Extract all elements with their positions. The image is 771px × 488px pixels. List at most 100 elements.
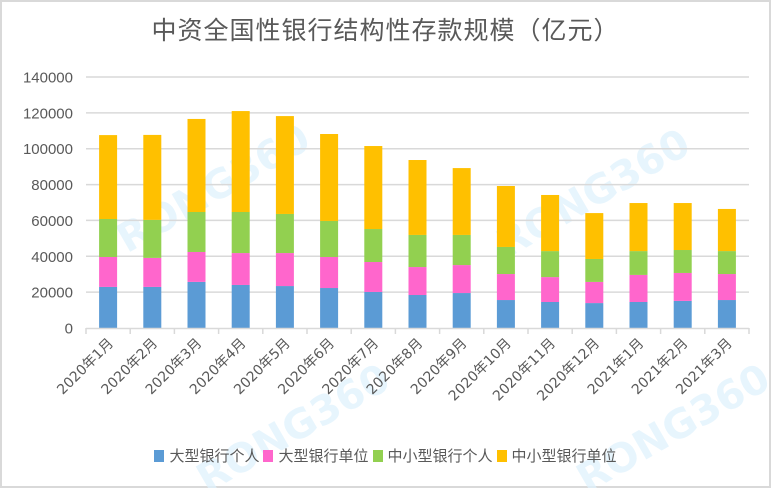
bar-segment	[231, 253, 250, 285]
bar-segment	[717, 208, 736, 252]
bar-segment	[717, 274, 736, 301]
bar-segment	[99, 218, 118, 257]
bar-segment	[408, 234, 427, 268]
legend-label: 大型银行个人	[169, 447, 260, 465]
bar-stack	[496, 186, 515, 328]
bar-segment	[408, 267, 427, 296]
bar-segment	[364, 291, 383, 328]
bar-stack	[99, 135, 118, 328]
bar-segment	[364, 146, 383, 230]
y-tick-label: 140000	[23, 70, 73, 87]
legend-item: 大型银行单位	[263, 446, 369, 466]
bar-segment	[452, 293, 471, 328]
bar-segment	[408, 160, 427, 235]
legend-swatch	[372, 450, 383, 462]
bar-segment	[629, 302, 648, 328]
bar-segment	[231, 212, 250, 254]
bar-stack	[143, 134, 162, 328]
legend: 大型银行个人 大型银行单位 中小型银行个人 中小型银行单位	[0, 446, 771, 466]
bars	[99, 111, 736, 328]
bar-stack	[673, 203, 692, 328]
y-tick-label: 120000	[23, 105, 73, 122]
bar-segment	[496, 246, 515, 275]
bar-segment	[629, 251, 648, 275]
legend-item: 大型银行个人	[154, 446, 259, 466]
bar-segment	[320, 220, 339, 258]
legend-swatch	[263, 450, 274, 462]
bar-segment	[585, 303, 604, 328]
bar-segment	[408, 295, 427, 328]
bar-segment	[231, 111, 250, 212]
y-tick-label: 60000	[31, 213, 73, 230]
bar-segment	[187, 251, 206, 282]
y-tick-label: 20000	[31, 285, 73, 302]
bar-stack	[320, 134, 339, 328]
bar-segment	[143, 219, 162, 258]
bar-stack	[231, 111, 250, 328]
y-tick-label: 0	[65, 321, 73, 338]
bar-segment	[496, 186, 515, 247]
bar-stack	[585, 213, 604, 328]
bar-segment	[585, 213, 604, 259]
bar-segment	[143, 286, 162, 328]
bar-segment	[541, 277, 560, 302]
legend-swatch	[154, 450, 165, 462]
bar-segment	[364, 262, 383, 292]
bar-segment	[99, 135, 118, 219]
bar-stack	[408, 160, 427, 328]
y-tick-label: 40000	[31, 249, 73, 266]
bar-segment	[496, 300, 515, 328]
bar-segment	[275, 116, 294, 214]
legend-label: 中小型银行个人	[387, 447, 493, 465]
bar-segment	[187, 212, 206, 252]
bar-segment	[99, 257, 118, 287]
chart-title: 中资全国性银行结构性存款规模（亿元）	[151, 16, 620, 45]
y-tick-label: 100000	[23, 141, 73, 158]
bar-segment	[320, 288, 339, 328]
bar-stack	[629, 203, 648, 328]
legend-swatch	[496, 450, 507, 462]
bar-stack	[187, 118, 206, 328]
legend-label: 大型银行单位	[278, 447, 369, 465]
bar-segment	[541, 251, 560, 278]
bar-segment	[541, 302, 560, 328]
bar-segment	[629, 203, 648, 252]
bar-segment	[99, 286, 118, 328]
bar-segment	[143, 257, 162, 287]
bar-segment	[320, 257, 339, 289]
legend-item: 中小型银行单位	[496, 446, 617, 466]
legend-item: 中小型银行个人	[372, 446, 493, 466]
bar-segment	[364, 229, 383, 263]
legend-label: 中小型银行单位	[511, 447, 617, 465]
bar-segment	[541, 194, 560, 252]
bar-stack	[717, 208, 736, 328]
bar-segment	[629, 274, 648, 302]
bar-segment	[585, 281, 604, 304]
bar-segment	[585, 258, 604, 282]
bar-segment	[452, 168, 471, 235]
bar-segment	[187, 118, 206, 212]
bar-stack	[541, 194, 560, 328]
bar-segment	[320, 134, 339, 221]
y-axis: 0 20000 40000 60000 80000 100000 120000 140000	[23, 70, 73, 338]
bar-segment	[673, 250, 692, 273]
bar-segment	[275, 253, 294, 287]
bar-stack	[364, 146, 383, 328]
bar-segment	[673, 272, 692, 301]
bar-segment	[231, 284, 250, 328]
bar-segment	[275, 286, 294, 328]
y-tick-label: 80000	[31, 177, 73, 194]
bar-segment	[143, 134, 162, 220]
bar-segment	[717, 300, 736, 328]
bar-stack	[452, 168, 471, 328]
bar-segment	[717, 251, 736, 275]
bar-segment	[187, 281, 206, 328]
bar-segment	[673, 203, 692, 251]
bar-stack	[275, 116, 294, 328]
bar-segment	[452, 234, 471, 266]
x-axis: 2020年1月2020年2月2020年3月2020年4月2020年5月2020年…	[54, 327, 750, 404]
bar-segment	[452, 265, 471, 294]
